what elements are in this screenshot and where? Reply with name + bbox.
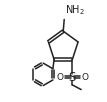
Text: O: O [56,73,63,82]
Text: NH$_2$: NH$_2$ [65,3,85,17]
Text: O: O [82,73,89,82]
Text: S: S [69,71,76,84]
